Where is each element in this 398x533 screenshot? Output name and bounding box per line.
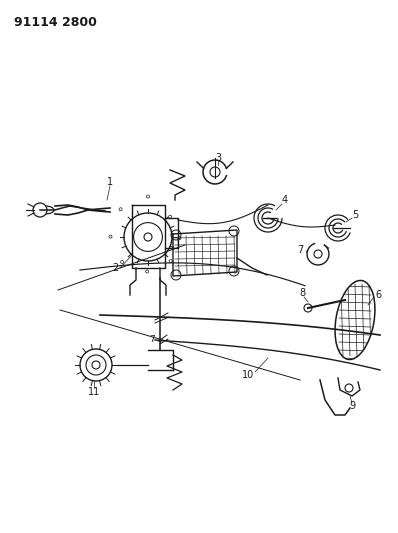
Circle shape xyxy=(144,233,152,241)
Text: 11: 11 xyxy=(88,387,100,397)
Text: 7: 7 xyxy=(149,335,155,344)
Text: 6: 6 xyxy=(375,290,381,300)
Circle shape xyxy=(33,203,47,217)
Text: 5: 5 xyxy=(352,210,358,220)
Text: 10: 10 xyxy=(242,370,254,380)
Circle shape xyxy=(314,250,322,258)
Text: 91114 2800: 91114 2800 xyxy=(14,16,97,29)
Text: 9: 9 xyxy=(349,401,355,411)
Text: 1: 1 xyxy=(107,177,113,187)
Text: 2: 2 xyxy=(112,263,118,273)
Text: 4: 4 xyxy=(282,195,288,205)
Text: 8: 8 xyxy=(299,288,305,298)
Text: 7: 7 xyxy=(297,245,303,255)
Text: 3: 3 xyxy=(215,153,221,163)
Ellipse shape xyxy=(36,206,54,214)
Circle shape xyxy=(92,361,100,369)
Ellipse shape xyxy=(335,280,375,360)
